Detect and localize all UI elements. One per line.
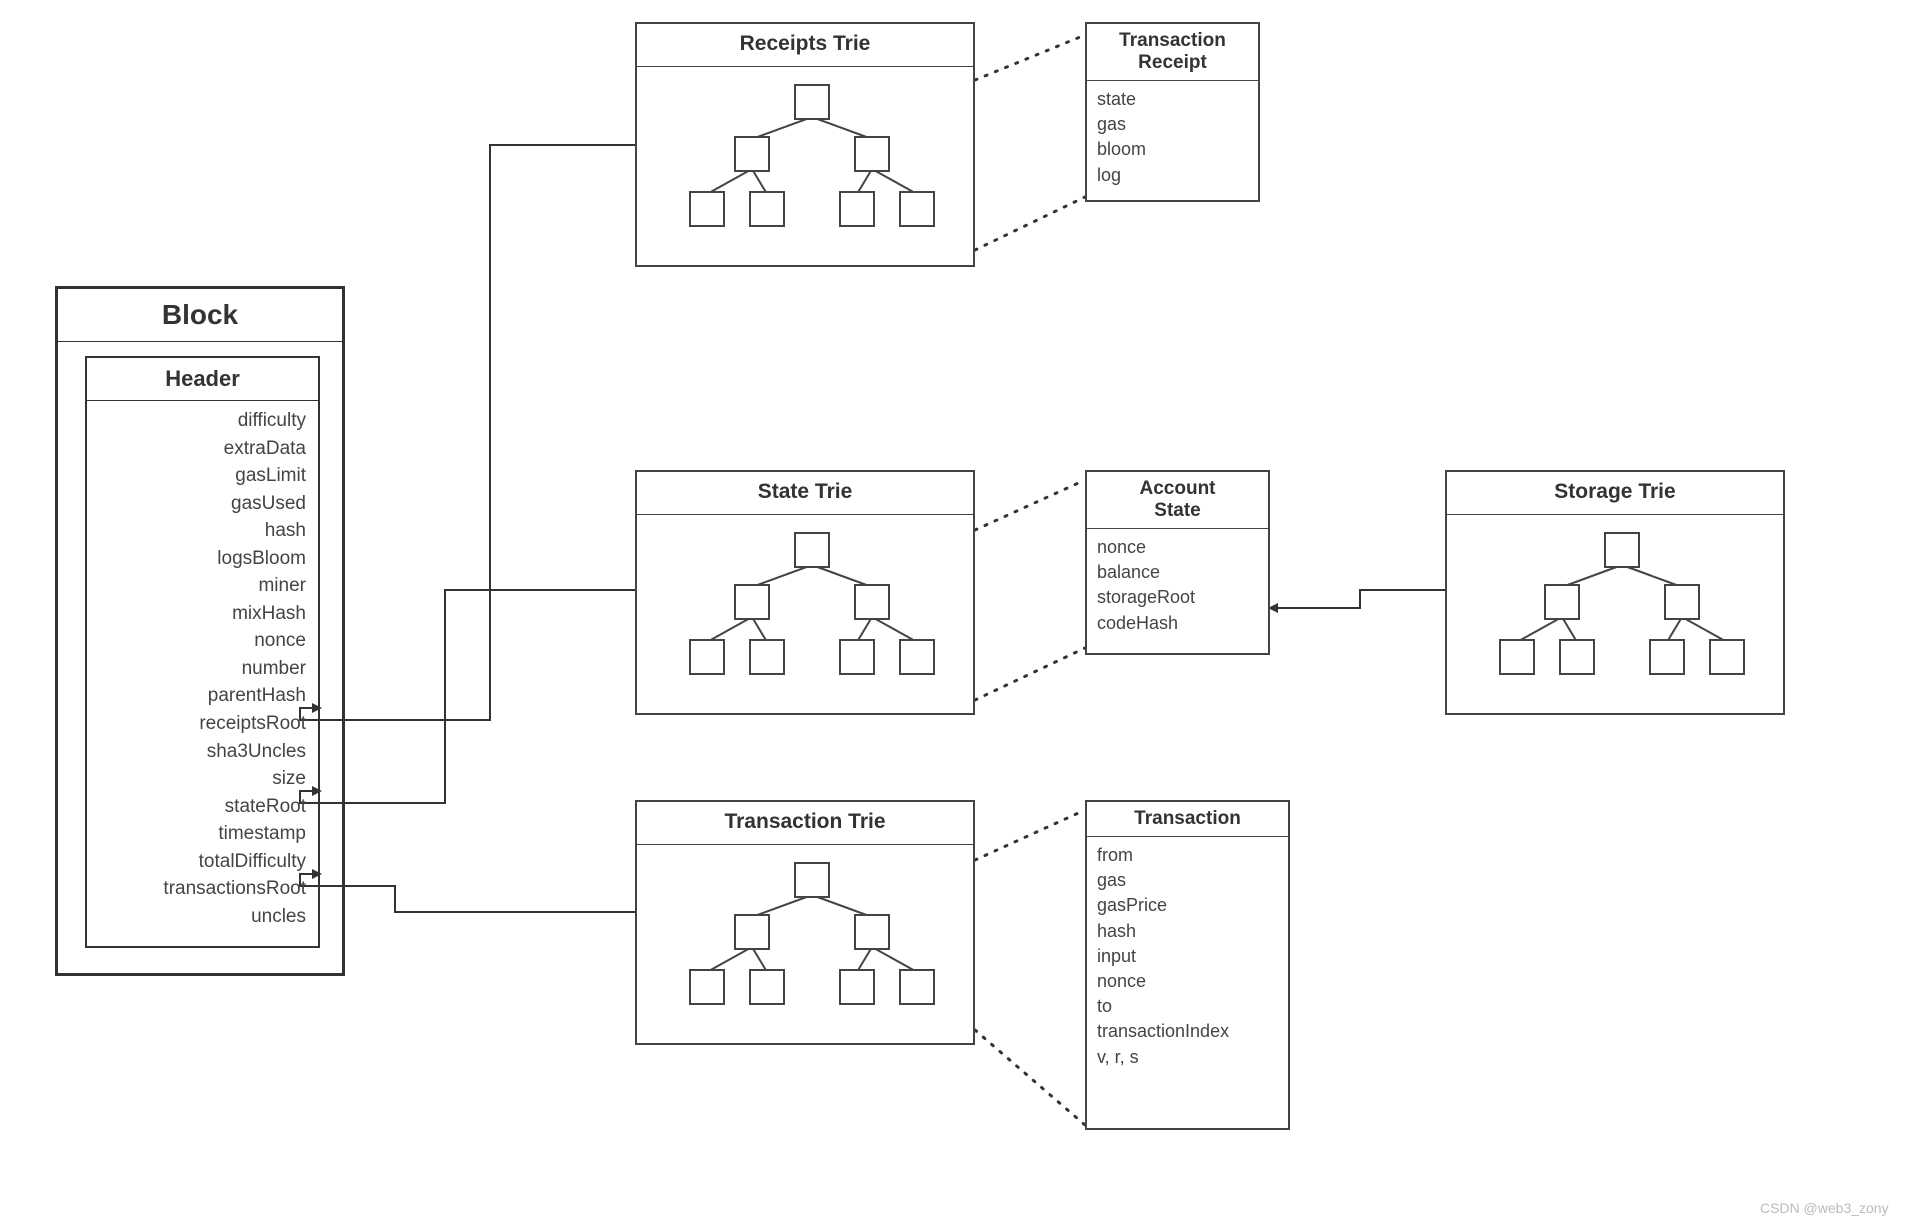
header-field: timestamp [99,820,306,848]
header-field: nonce [99,627,306,655]
header-field: miner [99,572,306,600]
transaction-receipt-title: TransactionReceipt [1087,24,1258,81]
header-field: sha3Uncles [99,738,306,766]
header-field: gasUsed [99,490,306,518]
header-field: totalDifficulty [99,848,306,876]
transaction-trie-title: Transaction Trie [637,802,973,845]
state-trie-title: State Trie [637,472,973,515]
detail-field: hash [1097,919,1278,944]
detail-field: nonce [1097,969,1278,994]
header-field: receiptsRoot [99,710,306,738]
account-state-box: AccountState noncebalancestorageRootcode… [1085,470,1270,655]
transaction-receipt-fields: stategasbloomlog [1097,87,1248,188]
header-field: hash [99,517,306,545]
header-field: mixHash [99,600,306,628]
header-field: uncles [99,903,306,931]
receipts-trie-title: Receipts Trie [637,24,973,67]
diagram-canvas: Block Header difficultyextraDatagasLimit… [0,0,1906,1226]
trie-tree-icon [645,515,965,690]
detail-field: from [1097,843,1278,868]
storage-trie-title: Storage Trie [1447,472,1783,515]
state-trie-panel: State Trie [635,470,975,715]
transaction-trie-panel: Transaction Trie [635,800,975,1045]
trie-tree-icon [645,67,965,242]
detail-field: state [1097,87,1248,112]
detail-field: transactionIndex [1097,1019,1278,1044]
receipts-trie-panel: Receipts Trie [635,22,975,267]
detail-field: input [1097,944,1278,969]
detail-field: codeHash [1097,611,1258,636]
header-field: difficulty [99,407,306,435]
detail-field: gasPrice [1097,893,1278,918]
detail-field: storageRoot [1097,585,1258,610]
account-state-fields: noncebalancestorageRootcodeHash [1097,535,1258,636]
transaction-title: Transaction [1087,802,1288,837]
trie-tree-icon [645,845,965,1020]
trie-tree-icon [1455,515,1775,690]
transaction-box: Transaction fromgasgasPricehashinputnonc… [1085,800,1290,1130]
header-field: extraData [99,435,306,463]
detail-field: gas [1097,868,1278,893]
header-field: transactionsRoot [99,875,306,903]
detail-field: v, r, s [1097,1045,1278,1070]
transaction-fields: fromgasgasPricehashinputnoncetotransacti… [1097,843,1278,1070]
detail-field: to [1097,994,1278,1019]
block-title: Block [58,289,342,342]
detail-field: nonce [1097,535,1258,560]
watermark-text: CSDN @web3_zony [1760,1200,1889,1216]
account-state-title: AccountState [1087,472,1268,529]
header-field: stateRoot [99,793,306,821]
header-box: Header difficultyextraDatagasLimitgasUse… [85,356,320,948]
detail-field: bloom [1097,137,1248,162]
header-field: size [99,765,306,793]
header-field: logsBloom [99,545,306,573]
header-field: number [99,655,306,683]
header-field: parentHash [99,682,306,710]
detail-field: gas [1097,112,1248,137]
detail-field: log [1097,163,1248,188]
storage-trie-panel: Storage Trie [1445,470,1785,715]
header-fields-list: difficultyextraDatagasLimitgasUsedhashlo… [87,401,318,936]
header-title: Header [87,358,318,401]
header-field: gasLimit [99,462,306,490]
detail-field: balance [1097,560,1258,585]
transaction-receipt-box: TransactionReceipt stategasbloomlog [1085,22,1260,202]
